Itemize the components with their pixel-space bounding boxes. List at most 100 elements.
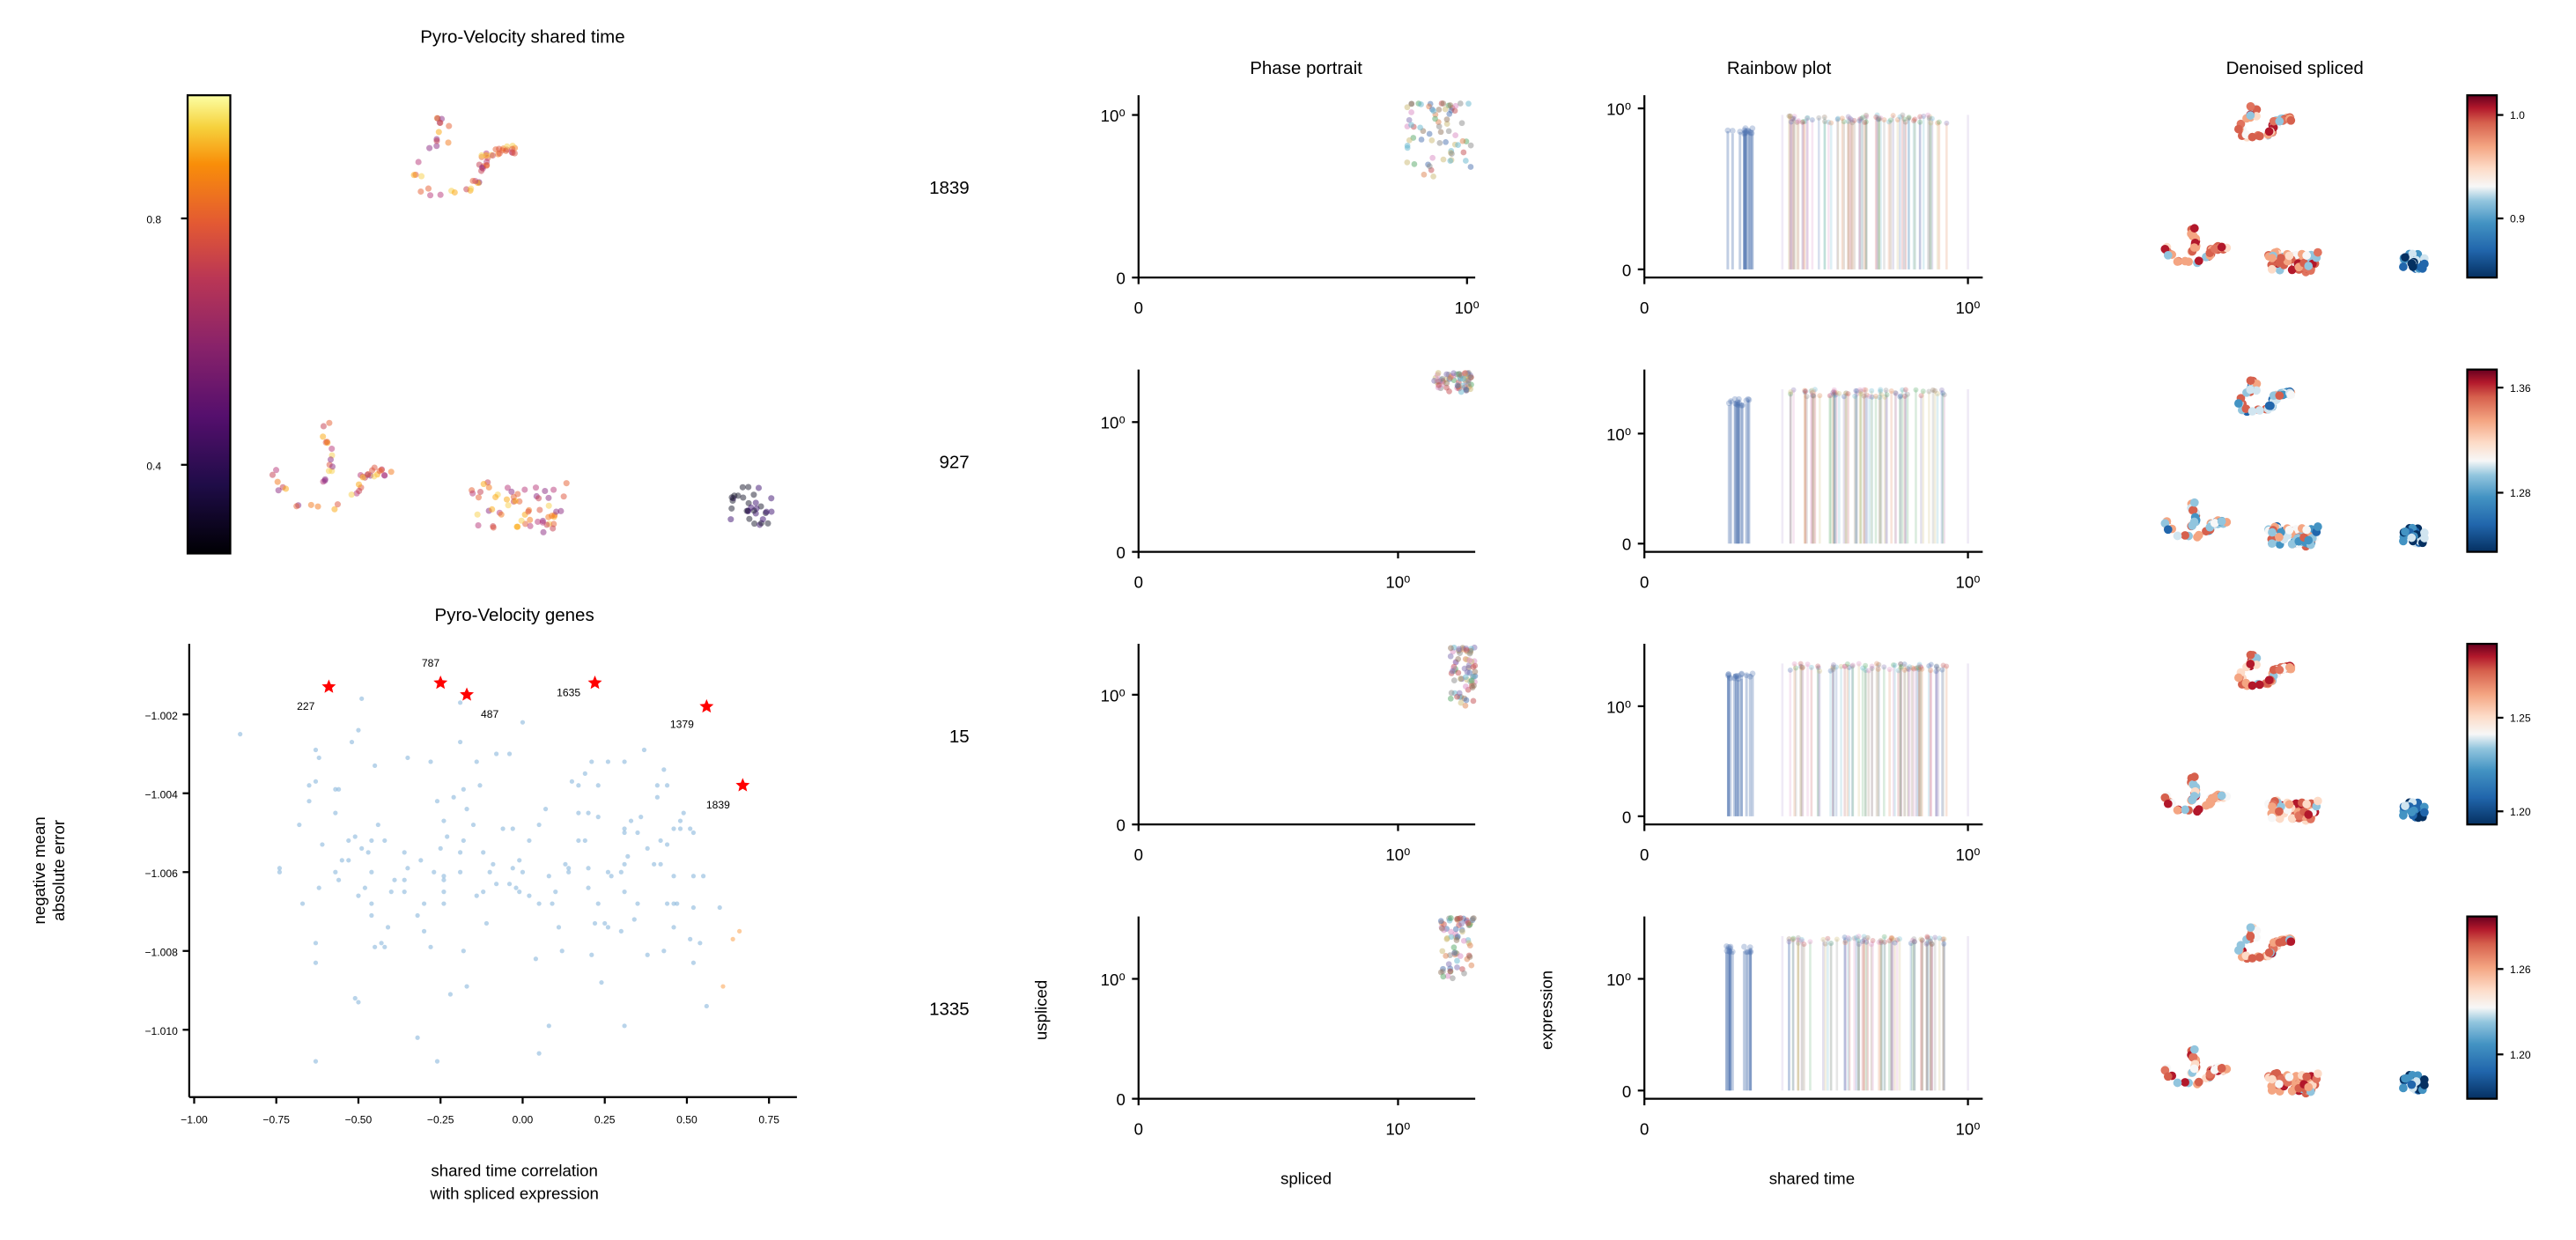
- rainbow-point: [1898, 661, 1904, 667]
- rainbow-point: [1888, 934, 1894, 941]
- genes-panel: Pyro-Velocity genes −1.00 −0.75 −0.50 −0.25…: [30, 605, 797, 1202]
- denoised-cell-point: [2248, 407, 2257, 416]
- rainbow-point: [1933, 668, 1939, 675]
- rainbow-point: [1732, 673, 1739, 680]
- umap-cell-point: [560, 493, 567, 500]
- denoised-cell-point: [2248, 681, 2257, 690]
- denoised-cell-point: [2420, 1081, 2429, 1089]
- phase-point: [1435, 370, 1442, 376]
- phase-point: [1436, 123, 1443, 130]
- rainbow-x-tick-label: 0: [1640, 1120, 1649, 1139]
- gene-point: [622, 759, 627, 764]
- phase-point: [1437, 129, 1444, 136]
- rainbow-point: [1847, 115, 1853, 122]
- phase-point: [1458, 675, 1464, 682]
- gene-point: [369, 869, 374, 875]
- phase-point: [1418, 101, 1424, 107]
- phase-point: [1465, 380, 1472, 388]
- gene-point: [628, 818, 634, 823]
- genes-ylabel: negative mean: [30, 816, 48, 924]
- rainbow-point: [1868, 941, 1874, 948]
- phase-point: [1447, 653, 1454, 660]
- rainbow-point: [1918, 393, 1924, 399]
- highlighted-gene-star: [587, 675, 602, 690]
- rainbow-point: [1893, 389, 1899, 395]
- gene-point: [582, 771, 587, 776]
- rainbow-point: [1887, 117, 1893, 123]
- rainbow-point: [1863, 112, 1869, 118]
- rainbow-point: [1890, 662, 1896, 668]
- gene-point: [586, 866, 591, 871]
- gene-point: [566, 866, 572, 871]
- rainbow-point: [1911, 116, 1917, 122]
- rainbow-point: [1736, 400, 1743, 407]
- rainbow-point: [1869, 663, 1875, 669]
- gene-point: [566, 869, 572, 875]
- rainbow-point: [1854, 388, 1860, 394]
- rainbow-point: [1864, 939, 1870, 945]
- rainbow-point: [1928, 668, 1934, 674]
- rainbow-point: [1787, 113, 1793, 119]
- umap-cell-point: [550, 486, 557, 493]
- gene-point: [520, 720, 526, 725]
- rainbow-point: [1874, 112, 1880, 118]
- phase-point: [1440, 156, 1447, 163]
- umap-cell-point: [325, 468, 333, 475]
- rainbow-point: [1860, 665, 1866, 671]
- rainbow-point: [1836, 390, 1842, 396]
- phase-point: [1468, 962, 1475, 969]
- phase-point: [1463, 386, 1470, 393]
- phase-point: [1447, 968, 1454, 975]
- rainbow-point: [1929, 941, 1935, 947]
- denoised-title: Denoised spliced: [2226, 58, 2364, 78]
- denoised-cell-point: [2246, 376, 2255, 386]
- denoised-cell-point: [2173, 806, 2182, 815]
- gene-point: [654, 783, 660, 788]
- phase-point: [1436, 107, 1443, 113]
- rainbow-point: [1816, 114, 1822, 121]
- gene-point: [675, 901, 680, 906]
- rainbow-point: [1842, 938, 1849, 944]
- rainbow-point: [1741, 130, 1747, 137]
- rainbow-point: [1726, 948, 1733, 955]
- rainbow-point: [1799, 119, 1805, 125]
- denoised-cell-point: [2399, 811, 2408, 820]
- umap-cell-point: [328, 446, 336, 453]
- rainbow-point: [1941, 941, 1947, 947]
- gene-point: [369, 901, 374, 906]
- umap-cell-point: [740, 494, 747, 501]
- denoised-cell-point: [2302, 251, 2312, 260]
- rainbow-point: [1795, 940, 1801, 946]
- rainbow-point: [1916, 661, 1923, 668]
- denoised-cell-point: [2314, 522, 2322, 531]
- rainbow-point: [1808, 388, 1814, 395]
- gene-point: [333, 869, 338, 875]
- denoised-cell-point: [2399, 262, 2408, 271]
- denoised-cell-point: [2304, 1082, 2314, 1092]
- rainbow-point: [1939, 667, 1945, 673]
- rainbow-point: [1788, 391, 1794, 397]
- phase-point: [1468, 677, 1475, 684]
- rainbow-point: [1735, 675, 1742, 683]
- rainbow-point: [1869, 388, 1875, 394]
- rainbow-point: [1732, 401, 1739, 407]
- gene-point: [599, 979, 604, 985]
- rainbow-point: [1944, 120, 1950, 126]
- rainbow-x-tick-label: 0: [1640, 573, 1649, 592]
- rainbow-point: [1831, 388, 1837, 395]
- umap-cell-point: [485, 483, 492, 491]
- phase-ylabel: uspliced: [1031, 980, 1050, 1040]
- rainbow-point: [1876, 939, 1882, 945]
- denoised-cell-point: [2302, 800, 2312, 808]
- gene-point: [546, 1023, 551, 1029]
- rainbow-point: [1924, 940, 1930, 946]
- gene-point: [441, 818, 447, 823]
- genes-xlabel: shared time correlation: [431, 1161, 597, 1179]
- rainbow-point: [1920, 388, 1926, 395]
- gene-point: [441, 877, 447, 882]
- gene-point: [415, 912, 420, 919]
- phase-point: [1448, 690, 1455, 697]
- phase-y-tick-label: 0: [1117, 543, 1126, 562]
- phase-point: [1465, 100, 1472, 107]
